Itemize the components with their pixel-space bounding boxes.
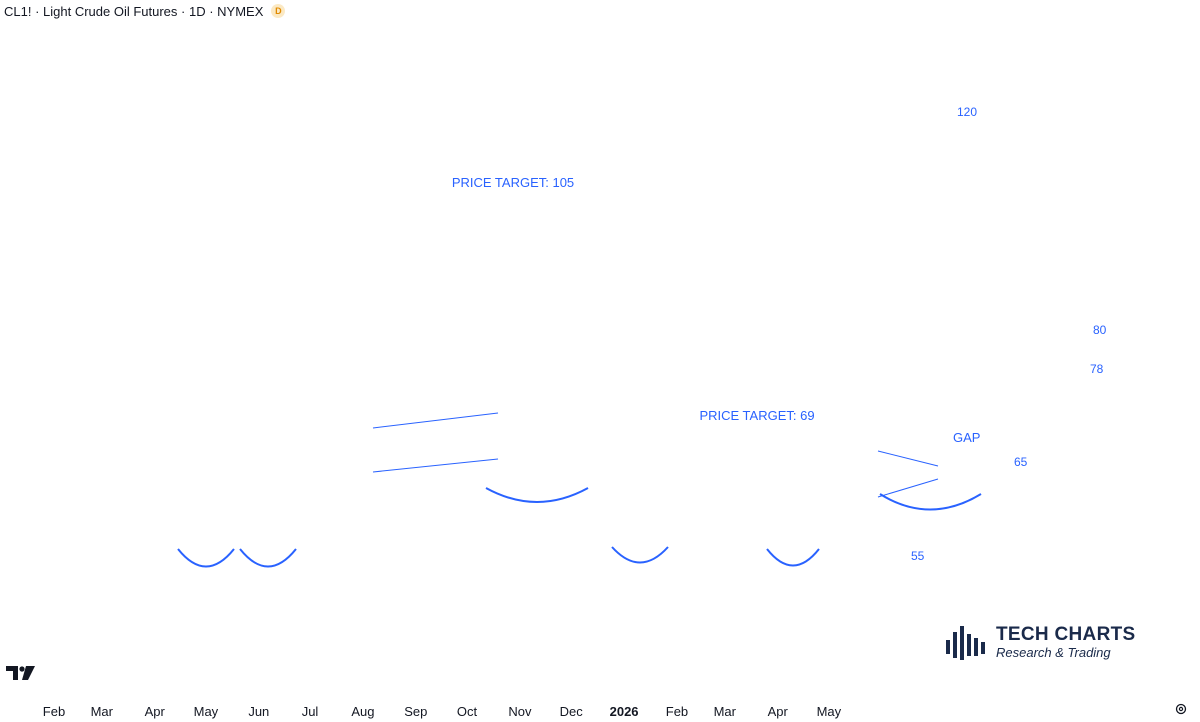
double-bottom-arc-1 [177,548,235,568]
x-tick-label: Nov [508,704,532,719]
price-target-69-label: PRICE TARGET: 69 [699,408,814,423]
tech-charts-watermark: TECH CHARTS Research & Trading [944,624,1135,662]
bottom-arc-4 [766,548,820,567]
rounding-bottom-arc-2 [879,493,982,511]
level-65-label: 65 [1014,455,1028,469]
delayed-data-badge[interactable]: D [271,4,286,18]
x-tick-label: Jul [302,704,319,719]
bar-chart-logo-icon [946,626,985,660]
price-target-105-label: PRICE TARGET: 105 [452,175,574,190]
level-55-label: 55 [911,549,925,563]
chart-settings-icon[interactable] [1174,702,1188,716]
gap-label: GAP [953,430,980,445]
x-tick-label: Dec [560,704,584,719]
x-tick-label: Feb [43,704,65,719]
annotation-labels: PRICE TARGET: 105 PRICE TARGET: 69 GAP 80 78… [452,105,1107,563]
symbol-title[interactable]: CL1! · Light Crude Oil Futures · 1D · NY… [4,3,264,19]
x-tick-label: Mar [714,704,737,719]
x-tick-label: May [194,704,219,719]
flag-lower-line [372,458,499,473]
x-tick-label: Feb [666,704,688,719]
watermark-subtitle: Research & Trading [996,645,1111,660]
watermark-title: TECH CHARTS [996,624,1136,645]
x-tick-label: Sep [404,704,427,719]
bottom-arc-3 [611,546,669,564]
level-120-label: 120 [957,105,977,119]
chart-header: CL1! · Light Crude Oil Futures · 1D · NY… [4,2,286,20]
level-78-label: 78 [1090,362,1104,376]
triangle-upper-line [877,450,939,467]
double-bottom-arc-2 [239,548,297,568]
flag-upper-line [372,412,499,429]
tradingview-logo-icon[interactable] [6,664,36,682]
x-tick-label: Jun [248,704,269,719]
x-tick-label: Apr [768,704,789,719]
x-tick-label: Oct [457,704,478,719]
x-axis-tick-labels: Feb Mar Apr May Jun Jul Aug Sep Oct Nov Dec 2026 Feb… [43,704,842,719]
chart-pattern-drawings [177,412,982,568]
x-tick-label: Aug [351,704,374,719]
x-tick-label: Mar [91,704,114,719]
x-tick-label: Apr [145,704,166,719]
x-tick-label: May [817,704,842,719]
triangle-lower-line [877,478,939,498]
x-tick-label: 2026 [610,704,639,719]
rounding-bottom-arc [485,487,589,503]
level-80-label: 80 [1093,323,1107,337]
